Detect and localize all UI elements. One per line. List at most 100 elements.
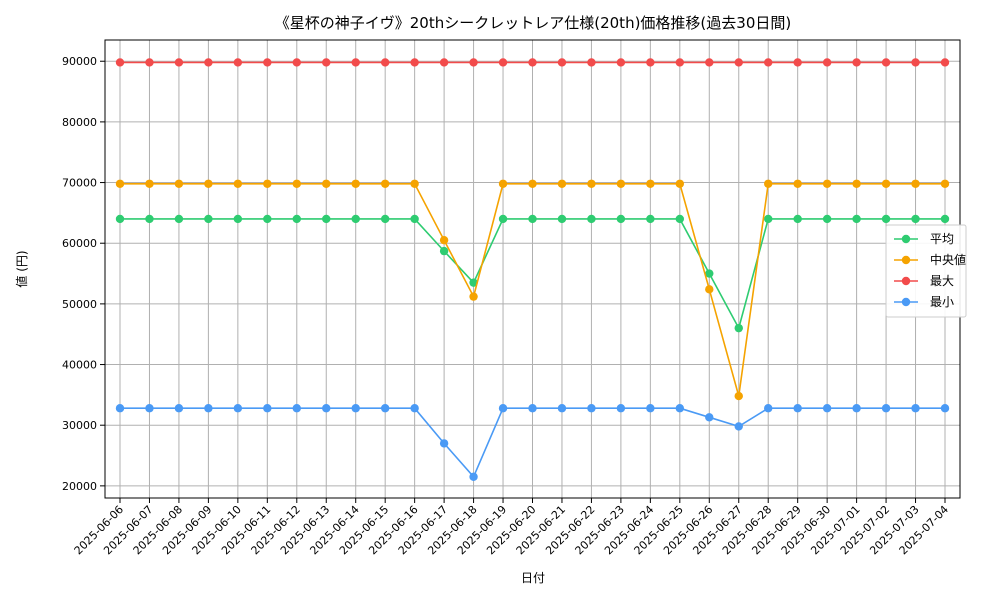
data-point bbox=[705, 285, 714, 294]
data-point bbox=[616, 404, 626, 413]
chart-title: 《星杯の神子イヴ》20thシークレットレア仕様(20th)価格推移(過去30日間… bbox=[275, 14, 791, 32]
data-point bbox=[528, 214, 537, 224]
y-tick-label: 60000 bbox=[62, 237, 97, 250]
data-point bbox=[675, 214, 685, 224]
data-point bbox=[793, 404, 802, 413]
data-point bbox=[292, 179, 301, 188]
data-point bbox=[675, 404, 685, 413]
data-point bbox=[351, 214, 360, 224]
data-point bbox=[351, 179, 360, 188]
series-3 bbox=[115, 404, 950, 481]
data-point bbox=[174, 179, 184, 188]
data-point bbox=[115, 58, 125, 67]
y-tick-label: 30000 bbox=[62, 419, 97, 432]
data-point bbox=[263, 58, 272, 67]
data-point bbox=[734, 422, 743, 431]
data-point bbox=[410, 404, 419, 413]
data-point bbox=[204, 214, 213, 224]
data-point bbox=[380, 58, 390, 67]
data-point bbox=[498, 179, 508, 188]
data-point bbox=[822, 404, 832, 413]
legend-box bbox=[885, 224, 967, 318]
data-point bbox=[705, 413, 714, 422]
data-point bbox=[204, 404, 213, 413]
data-point bbox=[764, 58, 773, 67]
data-point bbox=[469, 472, 478, 481]
data-point bbox=[557, 58, 567, 67]
data-point bbox=[469, 58, 478, 67]
data-point bbox=[263, 179, 272, 188]
data-point bbox=[764, 214, 773, 224]
data-point bbox=[115, 214, 125, 224]
data-point bbox=[675, 179, 685, 188]
data-point bbox=[233, 58, 243, 67]
data-point bbox=[881, 58, 891, 67]
data-point bbox=[263, 214, 272, 224]
y-tick-label: 40000 bbox=[62, 359, 97, 372]
legend-label: 最大 bbox=[930, 274, 954, 288]
data-point bbox=[793, 214, 802, 224]
data-point bbox=[498, 58, 508, 67]
x-axis-label: 日付 bbox=[521, 571, 545, 585]
data-point bbox=[351, 58, 360, 67]
data-point bbox=[822, 214, 832, 224]
legend-entry: 中央値 bbox=[894, 252, 966, 267]
legend-marker bbox=[901, 234, 911, 244]
data-point bbox=[881, 179, 891, 188]
legend-marker bbox=[901, 276, 911, 286]
data-point bbox=[469, 292, 478, 301]
data-point bbox=[911, 58, 920, 67]
data-point bbox=[145, 214, 154, 224]
legend-label: 最小 bbox=[930, 295, 954, 309]
data-point bbox=[439, 58, 449, 67]
data-point bbox=[646, 404, 655, 413]
data-point bbox=[764, 404, 773, 413]
data-point bbox=[263, 404, 272, 413]
data-point bbox=[646, 214, 655, 224]
data-point bbox=[557, 179, 567, 188]
data-point bbox=[940, 214, 950, 224]
data-point bbox=[410, 58, 419, 67]
data-point bbox=[852, 179, 861, 188]
data-point bbox=[764, 179, 773, 188]
data-point bbox=[852, 58, 861, 67]
data-point bbox=[646, 58, 655, 67]
data-point bbox=[292, 404, 301, 413]
data-point bbox=[881, 404, 891, 413]
y-tick-label: 90000 bbox=[62, 55, 97, 68]
data-point bbox=[528, 404, 537, 413]
data-point bbox=[793, 58, 802, 67]
data-point bbox=[439, 439, 449, 448]
data-point bbox=[587, 404, 596, 413]
data-point bbox=[174, 404, 184, 413]
series-0 bbox=[115, 214, 950, 333]
legend-label: 中央値 bbox=[930, 252, 966, 267]
data-point bbox=[911, 404, 920, 413]
data-point bbox=[616, 58, 626, 67]
y-axis-label: 値 (円) bbox=[14, 250, 29, 287]
data-point bbox=[351, 404, 360, 413]
y-tick-label: 50000 bbox=[62, 298, 97, 311]
data-point bbox=[322, 404, 331, 413]
data-point bbox=[734, 58, 743, 67]
data-point bbox=[204, 58, 213, 67]
data-point bbox=[705, 58, 714, 67]
data-point bbox=[557, 404, 567, 413]
legend-label: 平均 bbox=[930, 232, 954, 246]
data-point bbox=[528, 58, 537, 67]
data-point bbox=[881, 214, 891, 224]
data-point bbox=[616, 214, 626, 224]
data-point bbox=[911, 179, 920, 188]
data-point bbox=[705, 269, 714, 278]
data-point bbox=[940, 179, 950, 188]
data-point bbox=[174, 58, 184, 67]
y-tick-label: 20000 bbox=[62, 480, 97, 493]
data-point bbox=[557, 214, 567, 224]
data-point bbox=[115, 404, 125, 413]
data-point bbox=[822, 58, 832, 67]
series-2 bbox=[115, 58, 950, 67]
data-point bbox=[233, 179, 243, 188]
data-point bbox=[204, 179, 213, 188]
data-point bbox=[940, 58, 950, 67]
